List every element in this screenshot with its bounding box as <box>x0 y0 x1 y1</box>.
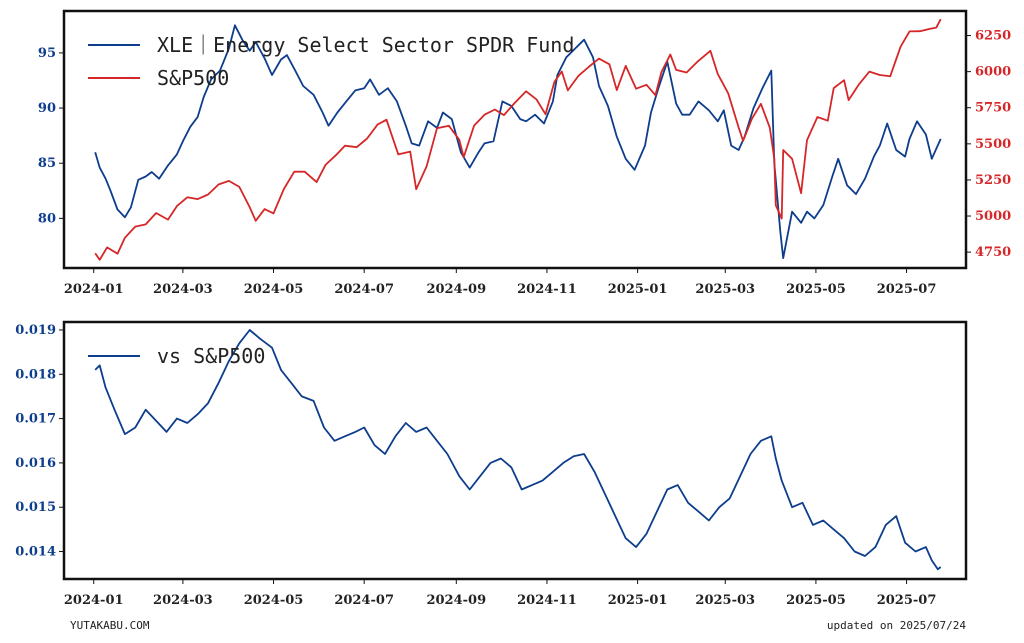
y-right-tick-label: 5000 <box>975 209 1011 224</box>
series-line-2-1 <box>94 329 942 571</box>
y-left-tick-label: 0.014 <box>15 545 56 560</box>
legend-label: vs S&P500 <box>157 344 265 368</box>
footer-updated: updated on 2025/07/24 <box>827 619 966 632</box>
y-right-tick-label: 4750 <box>975 245 1011 260</box>
y-left-tick-label: 0.018 <box>15 367 56 382</box>
plot-frame <box>62 320 968 581</box>
x-tick-label: 2024-11 <box>517 593 577 608</box>
x-tick-label: 2024-03 <box>153 282 213 297</box>
y-right-tick-label: 6250 <box>975 29 1011 44</box>
y-right-tick-label: 5500 <box>975 137 1011 152</box>
series-line-1-2 <box>94 18 942 261</box>
x-tick-label: 2024-07 <box>334 282 394 297</box>
y-left-tick-label: 0.016 <box>15 456 56 471</box>
y-right-tick-label: 5750 <box>975 101 1011 116</box>
x-tick-label: 2025-01 <box>608 593 668 608</box>
x-tick-label: 2025-07 <box>877 282 937 297</box>
x-tick-label: 2025-01 <box>608 282 668 297</box>
x-tick-label: 2024-07 <box>334 593 394 608</box>
y-left-tick-label: 80 <box>38 211 56 226</box>
y-left-tick-label: 85 <box>38 156 56 171</box>
x-tick-label: 2024-01 <box>64 593 124 608</box>
legend-label: S&P500 <box>157 66 229 90</box>
x-tick-label: 2025-03 <box>695 593 755 608</box>
x-tick-label: 2024-03 <box>153 593 213 608</box>
x-tick-label: 2025-03 <box>695 282 755 297</box>
x-tick-label: 2024-09 <box>426 282 486 297</box>
price-panel: 80 85 90 95 4750 5000 5250 5500 5750 6000 6250 2024… <box>38 9 1011 297</box>
x-tick-label: 2024-11 <box>517 282 577 297</box>
y-right-tick-label: 6000 <box>975 65 1011 80</box>
y-left-tick-label: 90 <box>38 101 56 116</box>
series-line-1-1 <box>94 24 942 260</box>
plot-frame <box>62 9 968 270</box>
y-left-tick-label: 0.017 <box>15 412 56 427</box>
y-left-tick-label: 0.015 <box>15 500 56 515</box>
x-tick-label: 2024-05 <box>244 282 304 297</box>
x-tick-label: 2025-07 <box>877 593 937 608</box>
legend-label: XLE｜Energy Select Sector SPDR Fund <box>157 33 574 57</box>
x-tick-label: 2025-05 <box>786 593 846 608</box>
y-left-tick-label: 95 <box>38 46 56 61</box>
footer-site: YUTAKABU.COM <box>70 619 150 632</box>
ratio-panel: 0.014 0.015 0.016 0.017 0.018 0.019 2024-01 202… <box>15 320 968 608</box>
x-tick-label: 2024-05 <box>244 593 304 608</box>
x-tick-label: 2024-09 <box>426 593 486 608</box>
y-right-tick-label: 5250 <box>975 173 1011 188</box>
y-left-tick-label: 0.019 <box>15 323 56 338</box>
x-tick-label: 2025-05 <box>786 282 846 297</box>
x-tick-label: 2024-01 <box>64 282 124 297</box>
